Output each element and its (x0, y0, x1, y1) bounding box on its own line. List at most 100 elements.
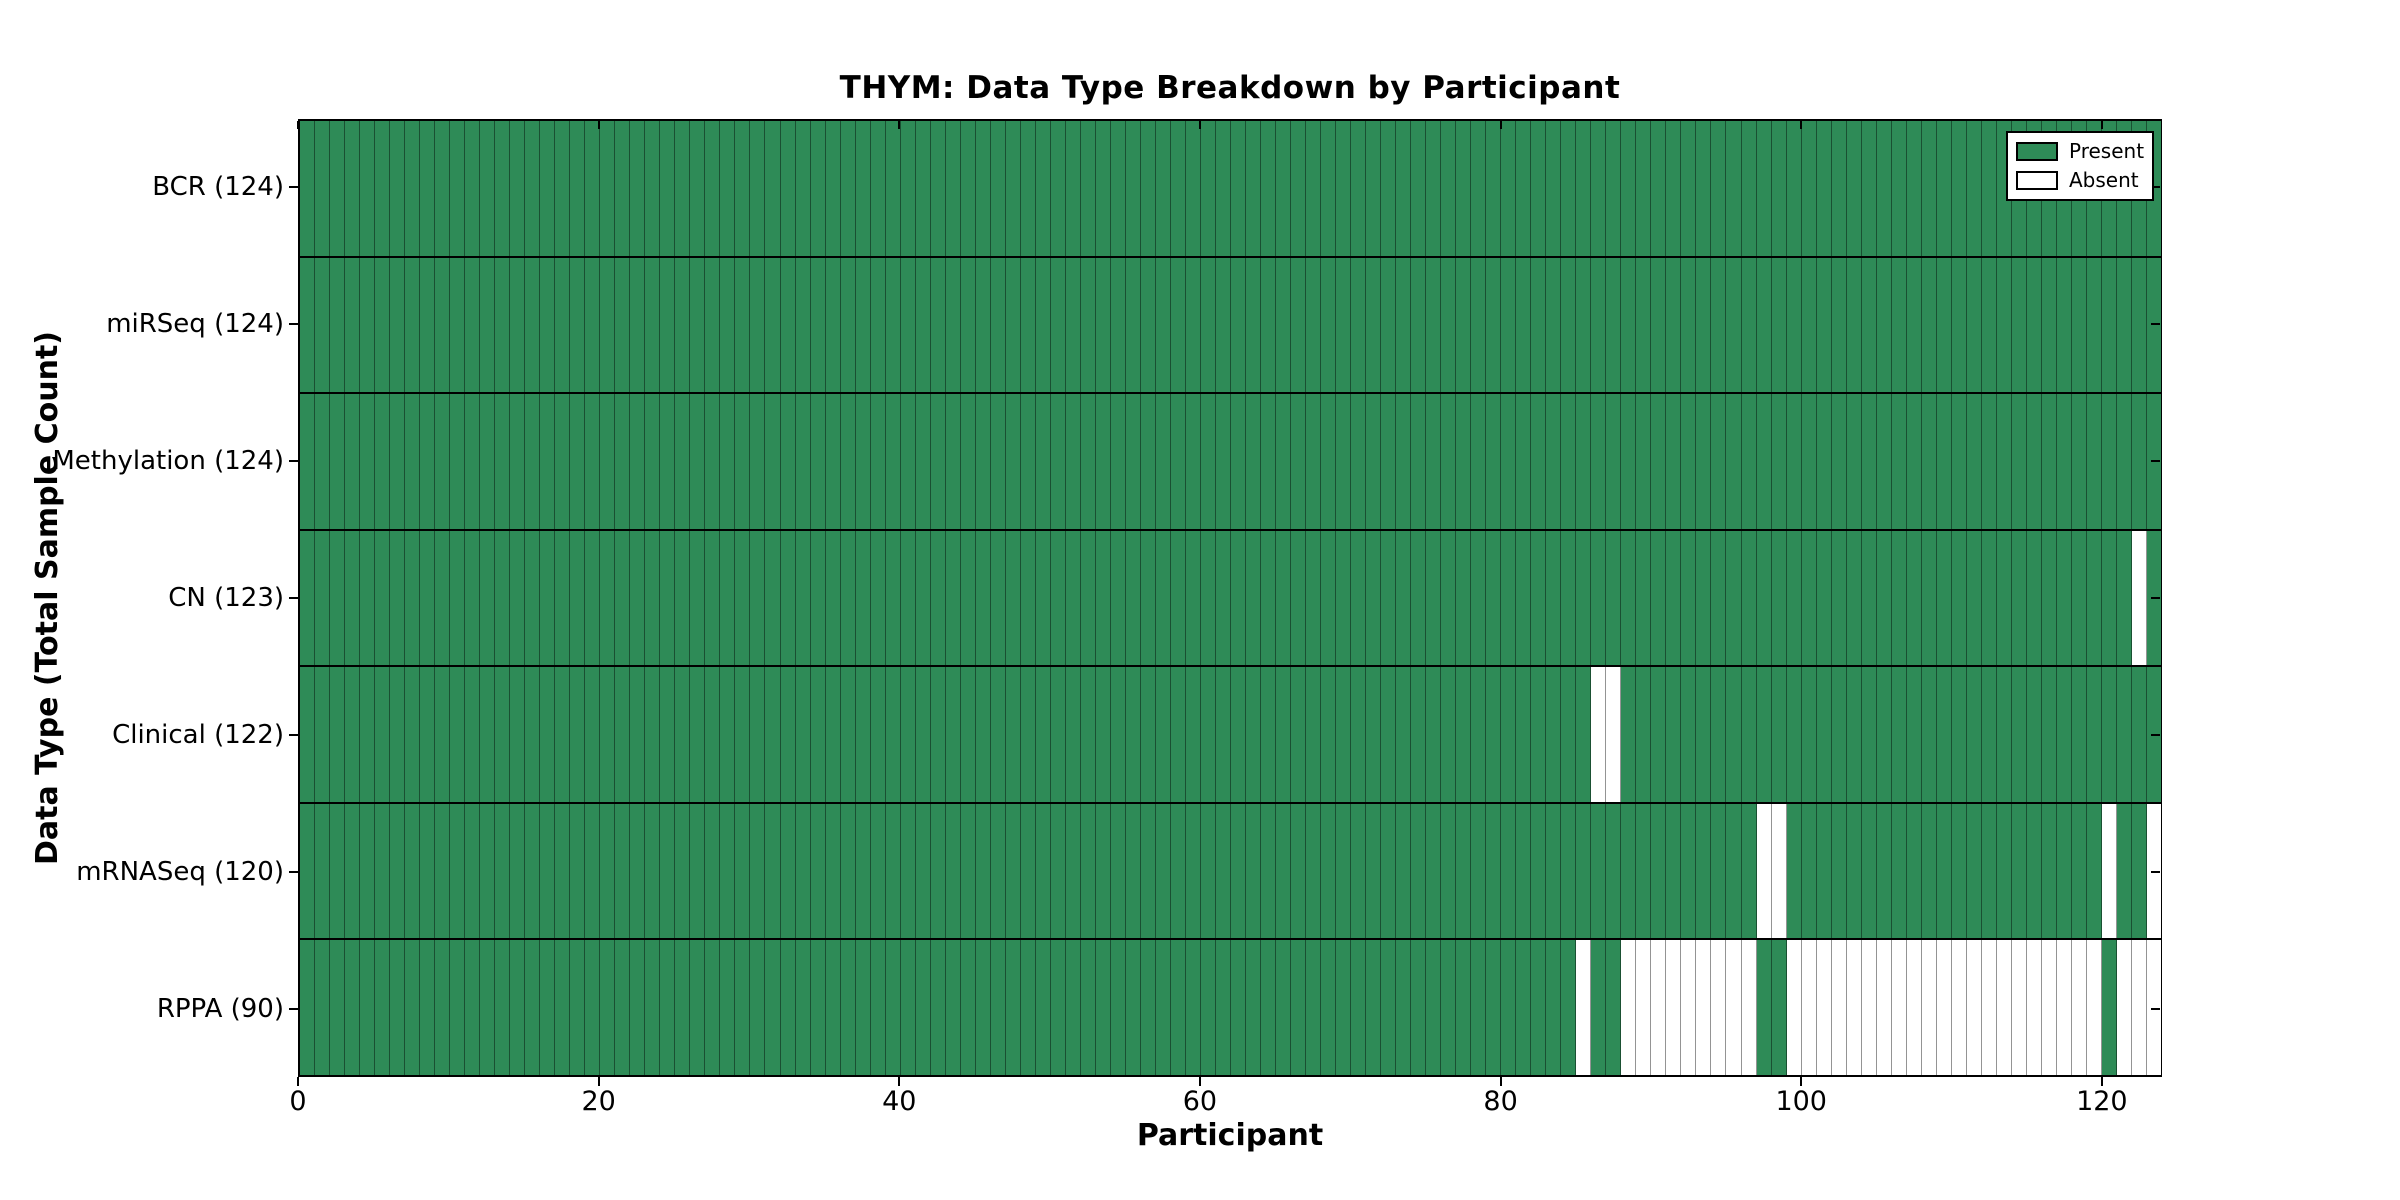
present-cell (2071, 257, 2087, 393)
present-cell (1801, 257, 1817, 393)
present-cell (1816, 803, 1832, 939)
present-cell (1831, 257, 1847, 393)
present-cell (1155, 530, 1171, 666)
present-cell (810, 940, 826, 1076)
present-cell (1306, 257, 1322, 393)
absent-swatch (2016, 170, 2058, 190)
present-cell (1786, 803, 1802, 939)
present-cell (1771, 121, 1787, 256)
present-cell (2101, 667, 2117, 802)
present-cell (465, 803, 481, 939)
present-cell (1291, 257, 1307, 393)
present-cell (1726, 667, 1742, 802)
present-cell (1771, 394, 1787, 529)
present-cell (1095, 257, 1111, 393)
present-cell (1936, 667, 1952, 802)
present-cell (1230, 803, 1246, 939)
present-cell (1711, 394, 1727, 529)
present-cell (405, 940, 421, 1076)
present-cell (1366, 394, 1382, 529)
present-cell (1951, 121, 1967, 256)
present-cell (915, 257, 931, 393)
present-cell (1261, 257, 1277, 393)
present-cell (1321, 940, 1337, 1076)
present-cell (390, 667, 406, 802)
present-cell (525, 667, 541, 802)
y-tick-mark (289, 870, 298, 873)
present-cell (1756, 121, 1772, 256)
present-cell (450, 394, 466, 529)
present-cell (1966, 530, 1982, 666)
present-cell (1651, 667, 1667, 802)
present-cell (1291, 667, 1307, 802)
present-cell (1966, 803, 1982, 939)
present-cell (315, 394, 331, 529)
present-cell (495, 667, 511, 802)
present-cell (1831, 530, 1847, 666)
present-cell (810, 803, 826, 939)
x-tick-mark-top (1499, 121, 1502, 129)
present-cell (1471, 121, 1487, 256)
present-cell (360, 940, 376, 1076)
present-cell (1981, 394, 1997, 529)
present-cell (1306, 530, 1322, 666)
present-cell (1396, 121, 1412, 256)
present-cell (1696, 530, 1712, 666)
present-cell (1261, 121, 1277, 256)
present-cell (1125, 940, 1141, 1076)
present-cell (450, 530, 466, 666)
present-cell (1531, 803, 1547, 939)
present-cell (2101, 257, 2117, 393)
x-tick-label: 120 (2076, 1086, 2128, 1117)
present-cell (615, 803, 631, 939)
present-cell (1050, 394, 1066, 529)
present-cell (1396, 257, 1412, 393)
present-cell (1065, 530, 1081, 666)
present-cell (1681, 257, 1697, 393)
present-cell (1876, 121, 1892, 256)
x-tick-label: 40 (882, 1086, 917, 1117)
present-cell (810, 394, 826, 529)
present-cell (1321, 530, 1337, 666)
present-cell (2041, 530, 2057, 666)
present-cell (1230, 394, 1246, 529)
present-cell (450, 940, 466, 1076)
present-cell (930, 940, 946, 1076)
present-cell (1921, 394, 1937, 529)
present-cell (930, 257, 946, 393)
present-cell (960, 121, 976, 256)
present-cell (1516, 394, 1532, 529)
present-cell (1636, 257, 1652, 393)
present-cell (1651, 257, 1667, 393)
present-cell (1486, 121, 1502, 256)
present-cell (795, 940, 811, 1076)
present-cell (615, 940, 631, 1076)
present-cell (2071, 394, 2087, 529)
present-cell (1861, 667, 1877, 802)
present-cell (2026, 530, 2042, 666)
present-cell (1981, 530, 1997, 666)
present-cell (2041, 257, 2057, 393)
present-cell (1651, 530, 1667, 666)
present-cell (1396, 394, 1412, 529)
present-cell (1200, 530, 1216, 666)
present-cell (615, 121, 631, 256)
present-cell (1230, 667, 1246, 802)
absent-cell (1651, 940, 1667, 1076)
absent-cell (1576, 940, 1592, 1076)
present-cell (1651, 121, 1667, 256)
present-cell (2056, 530, 2072, 666)
present-cell (1170, 530, 1186, 666)
present-cell (690, 121, 706, 256)
x-tick-mark (2100, 1077, 2103, 1086)
present-cell (1396, 803, 1412, 939)
present-cell (570, 667, 586, 802)
present-cell (2011, 394, 2027, 529)
present-cell (975, 394, 991, 529)
present-cell (840, 530, 856, 666)
present-cell (825, 667, 841, 802)
present-cell (1936, 121, 1952, 256)
present-cell (1771, 940, 1787, 1076)
present-cell (825, 940, 841, 1076)
present-cell (1456, 121, 1472, 256)
